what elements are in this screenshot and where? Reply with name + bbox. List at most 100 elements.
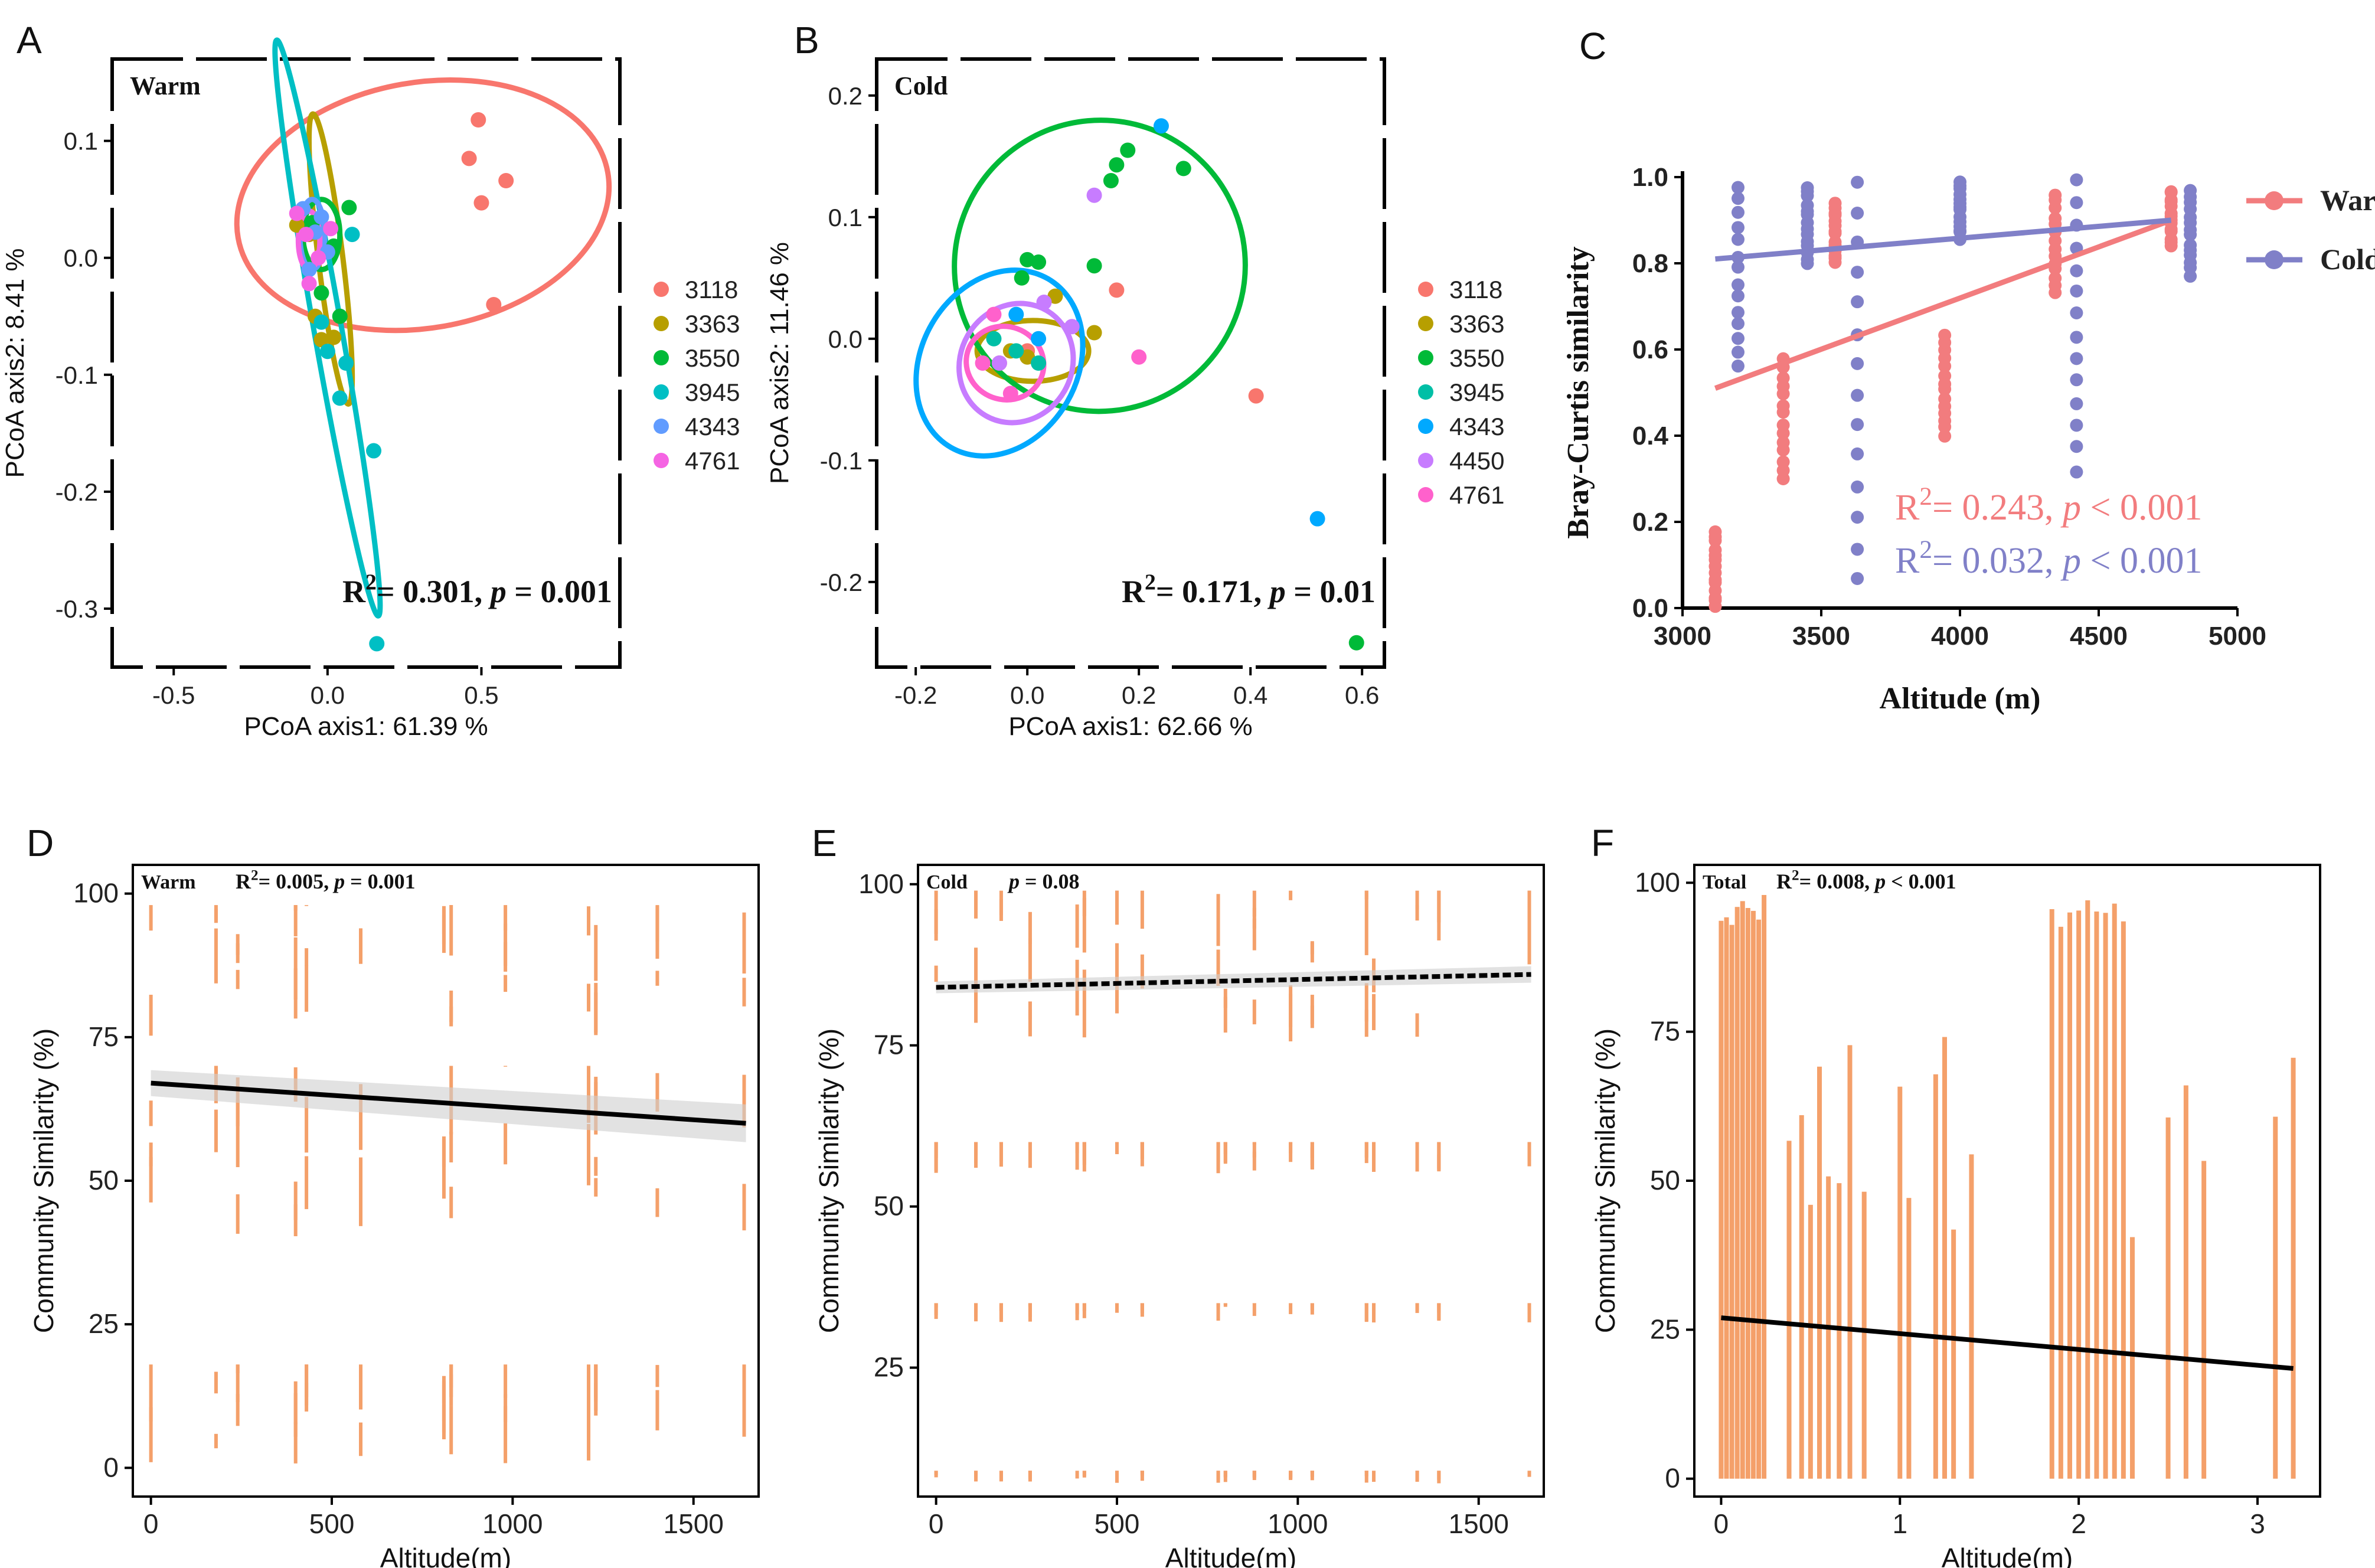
point-4761: [311, 250, 326, 266]
point-column: [359, 1086, 363, 1150]
point-column: [2103, 913, 2108, 1479]
point-column: [1415, 890, 1419, 910]
legend-marker-4343: [654, 419, 669, 434]
point-column: [1028, 938, 1032, 982]
y-tick-label: 0.0: [64, 244, 98, 272]
point-column: [214, 1109, 218, 1152]
point-column: [1140, 1142, 1144, 1167]
point-Cold: [1953, 175, 1966, 189]
y-tick-label: 50: [89, 1165, 119, 1195]
y-axis-label: Community Similarity (%): [1590, 1028, 1621, 1333]
point-column: [236, 943, 240, 963]
point-Cold: [1732, 345, 1745, 359]
point-column: [594, 1178, 598, 1197]
panel-F: 0 1 2 3 0 25 50 75 100 Altitude(m) Community Simil…: [1590, 822, 2321, 1568]
point-column: [236, 1194, 240, 1234]
point-Cold: [2070, 419, 2083, 432]
point-3550: [1175, 161, 1191, 177]
point-column: [1028, 1010, 1032, 1037]
point-column: [504, 1406, 508, 1464]
point-column: [1289, 1142, 1293, 1154]
point-3550: [1348, 635, 1364, 651]
point-column: [1310, 1147, 1314, 1165]
ellipse-3118: [234, 77, 612, 334]
point-column: [1028, 1471, 1032, 1482]
y-tick-label: 75: [1650, 1016, 1680, 1047]
point-column: [1140, 1471, 1144, 1481]
point-column: [1415, 1013, 1419, 1037]
point-column: [655, 906, 659, 959]
y-tick-label: 100: [858, 868, 904, 899]
point-column: [1415, 1303, 1419, 1311]
point-column: [1364, 1471, 1368, 1483]
point-Cold: [2070, 264, 2083, 277]
point-column: [1223, 988, 1227, 1008]
point-Cold: [1732, 317, 1745, 331]
point-column: [1028, 1142, 1032, 1168]
point-column: [1729, 925, 1734, 1479]
point-column: [1437, 890, 1441, 940]
point-column: [1115, 890, 1119, 909]
point-Warm: [2049, 188, 2062, 202]
point-Cold: [1851, 543, 1864, 556]
y-axis-label: PCoA axis2: 8.41 %: [1, 249, 30, 478]
point-column: [2112, 903, 2117, 1479]
point-3550: [313, 285, 329, 301]
stat-annotation: R2= 0.243, p < 0.001: [1895, 482, 2203, 528]
point-Warm: [1938, 429, 1952, 443]
point-column: [1075, 1471, 1079, 1479]
point-3550: [341, 200, 357, 215]
point-4450: [991, 355, 1007, 371]
point-3945: [319, 344, 335, 360]
point-column: [1028, 1303, 1032, 1307]
point-column: [293, 1181, 298, 1220]
point-Cold: [1732, 192, 1745, 205]
point-column: [149, 1100, 153, 1126]
y-axis-label: Community Similarity (%): [28, 1028, 59, 1333]
legend-marker-3550: [1418, 350, 1433, 365]
point-column: [442, 1136, 446, 1199]
point-column: [2067, 912, 2072, 1479]
panel-label: E: [812, 822, 837, 864]
y-tick-label: 0.2: [828, 82, 863, 110]
fit-line: [1721, 1315, 2294, 1371]
point-3550: [1031, 254, 1047, 270]
point-column: [1223, 1471, 1227, 1482]
point-column: [449, 1364, 453, 1397]
point-3550: [1014, 270, 1030, 286]
point-column: [1223, 997, 1227, 1033]
point-column: [1289, 1303, 1293, 1304]
point-column: [999, 890, 1003, 921]
point-column: [2076, 910, 2082, 1479]
y-axis-label: PCoA axis2: 11.46 %: [765, 242, 794, 484]
point-column: [974, 1303, 978, 1317]
point-Cold: [1851, 447, 1864, 460]
point-3118: [461, 151, 477, 166]
point-Warm: [1776, 399, 1790, 413]
point-column: [504, 975, 508, 992]
point-4761: [301, 276, 317, 292]
point-4343: [301, 262, 317, 277]
legend-marker-3363: [654, 316, 669, 331]
point-column: [974, 1142, 978, 1168]
point-3118: [473, 195, 489, 211]
point-Warm: [2049, 272, 2062, 285]
point-3945: [338, 355, 354, 371]
panel-C: 3000 3500 4000 4500 5000 0.0 0.2 0.4 0.6 0.8 1.0 Al…: [1561, 25, 2375, 716]
point-3945: [344, 227, 360, 243]
x-tick-label: 0: [143, 1508, 159, 1539]
point-Warm: [1776, 436, 1790, 449]
point-column: [1252, 1142, 1256, 1145]
ellipse-3945: [272, 37, 383, 619]
point-3945: [1031, 355, 1047, 371]
point-3945: [986, 331, 1002, 347]
legend-label: 4450: [1449, 447, 1504, 475]
point-column: [1762, 894, 1767, 1479]
point-4761: [975, 355, 991, 371]
point-Cold: [1732, 289, 1745, 303]
point-column: [742, 978, 746, 1007]
point-Cold: [2070, 173, 2083, 187]
point-Cold: [1851, 295, 1864, 309]
point-column: [1289, 890, 1293, 900]
x-tick-label: 500: [1095, 1508, 1140, 1539]
